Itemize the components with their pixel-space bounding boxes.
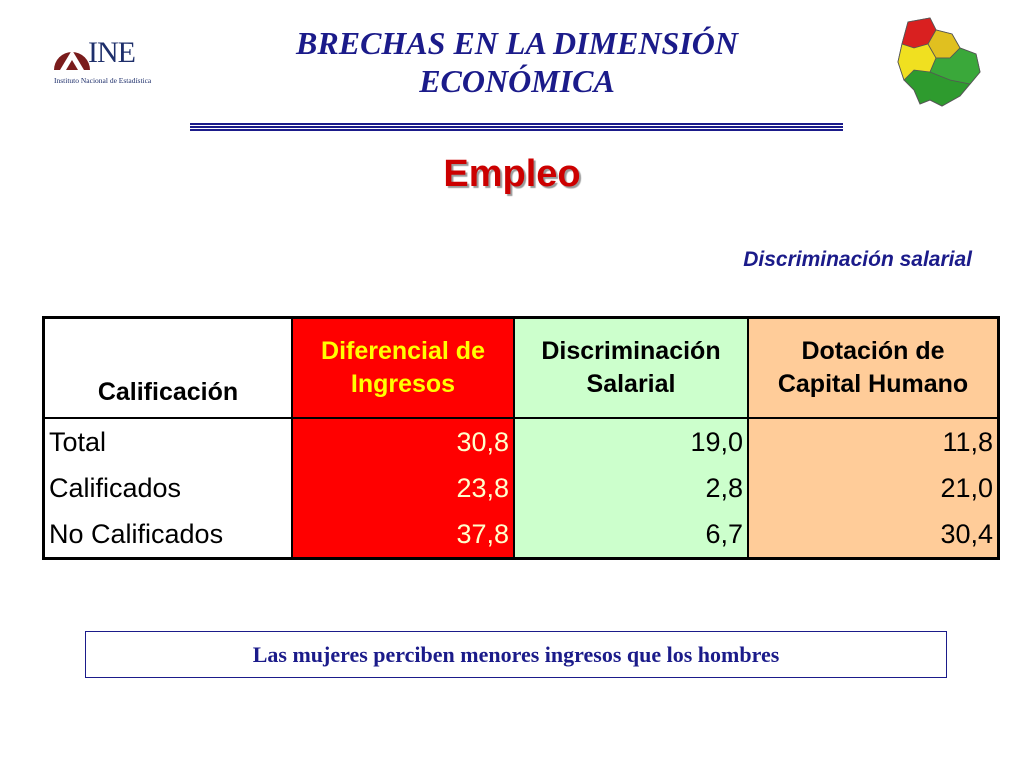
cell-diferencial: 23,8 <box>292 465 515 511</box>
cell-discriminacion: 6,7 <box>514 511 749 559</box>
table-row: Calificados 23,8 2,8 21,0 <box>43 465 1000 511</box>
salary-gap-table: Calificación Diferencial de Ingresos Disc… <box>42 316 1000 560</box>
cell-diferencial: 37,8 <box>292 511 515 559</box>
row-label: No Calificados <box>43 511 293 559</box>
cell-dotacion: 11,8 <box>748 418 1000 465</box>
header-calificacion: Calificación <box>43 317 293 419</box>
table-row: No Calificados 37,8 6,7 30,4 <box>43 511 1000 559</box>
table-header-row: Calificación Diferencial de Ingresos Disc… <box>43 317 1000 419</box>
cell-dotacion: 21,0 <box>748 465 1000 511</box>
cell-discriminacion: 19,0 <box>514 418 749 465</box>
row-label: Calificados <box>43 465 293 511</box>
cell-discriminacion: 2,8 <box>514 465 749 511</box>
header-diferencial: Diferencial de Ingresos <box>292 317 515 419</box>
logo-subtitle: Instituto Nacional de Estadística <box>54 76 152 85</box>
row-label: Total <box>43 418 293 465</box>
header-dotacion: Dotación de Capital Humano <box>748 317 1000 419</box>
table-row: Total 30,8 19,0 11,8 <box>43 418 1000 465</box>
table-caption: Discriminación salarial <box>743 248 972 271</box>
title-divider <box>190 123 843 131</box>
title-line-1: BRECHAS EN LA DIMENSIÓN <box>296 25 738 61</box>
cell-dotacion: 30,4 <box>748 511 1000 559</box>
cell-diferencial: 30,8 <box>292 418 515 465</box>
logo-wordmark: INE <box>88 36 136 69</box>
bolivia-map-icon <box>897 17 981 107</box>
title-line-2: ECONÓMICA <box>419 63 615 99</box>
ine-logo: INE Instituto Nacional de Estadística <box>52 36 172 90</box>
page-title: BRECHAS EN LA DIMENSIÓN ECONÓMICA <box>190 24 844 100</box>
ine-logo-icon <box>54 50 90 70</box>
section-subtitle: Empleo <box>443 153 581 195</box>
header-discriminacion: Discriminación Salarial <box>514 317 749 419</box>
conclusion-note: Las mujeres perciben menores ingresos qu… <box>85 631 947 678</box>
